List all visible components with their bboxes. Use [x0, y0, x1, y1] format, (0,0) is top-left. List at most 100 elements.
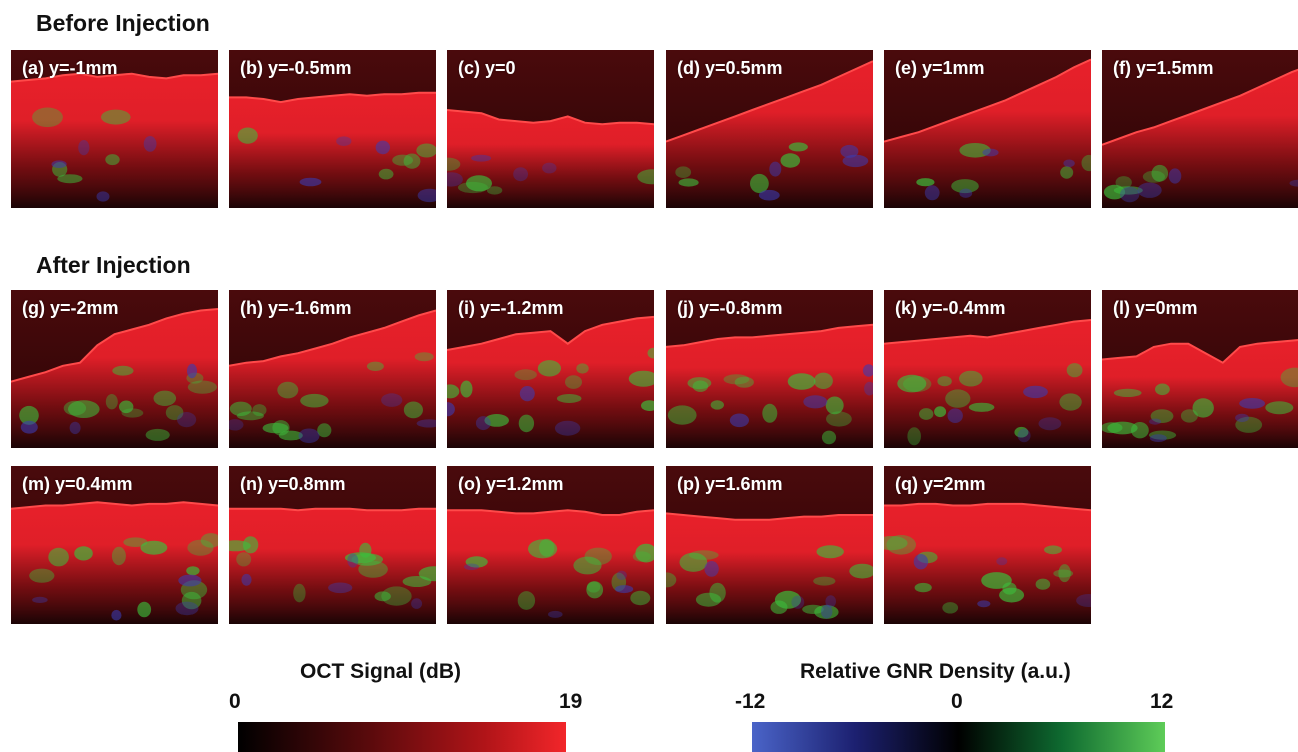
- oct-panel-e: (e) y=1mm: [884, 50, 1091, 208]
- gnr-positive-blob: [959, 370, 983, 387]
- gnr-positive-blob: [556, 394, 582, 403]
- gnr-positive-blob: [667, 405, 697, 425]
- oct-panel-b: (b) y=-0.5mm: [229, 50, 436, 208]
- gnr-positive-blob: [1180, 409, 1198, 423]
- gnr-positive-blob: [1035, 578, 1051, 590]
- tissue-region: [229, 310, 436, 448]
- gnr-positive-blob: [675, 166, 692, 178]
- tissue-region: [11, 502, 218, 624]
- panel-label: (g) y=-2mm: [22, 298, 119, 318]
- tissue-surface: [229, 309, 436, 367]
- gnr-positive-blob: [466, 175, 492, 192]
- gnr-positive-blob: [447, 157, 461, 171]
- gnr-negative-blob: [913, 554, 929, 570]
- gnr-positive-blob: [63, 400, 87, 416]
- gnr-positive-blob: [849, 563, 873, 579]
- gnr-negative-blob: [241, 573, 252, 586]
- gnr-positive-blob: [187, 539, 214, 556]
- gnr-negative-blob: [298, 428, 320, 444]
- gnr-positive-blob: [374, 591, 391, 602]
- tissue-region: [447, 510, 654, 624]
- gnr-positive-blob: [762, 403, 778, 423]
- gnr-positive-blob: [539, 538, 555, 557]
- gnr-positive-blob: [1265, 401, 1294, 415]
- gnr-positive-blob: [641, 400, 654, 411]
- gnr-negative-blob: [347, 553, 359, 568]
- panel-label: (i) y=-1.2mm: [458, 298, 564, 318]
- tissue-surface: [666, 512, 873, 521]
- gnr-positive-blob: [414, 352, 434, 362]
- gnr-positive-blob: [123, 537, 148, 547]
- gnr-positive-blob: [937, 376, 952, 387]
- gnr-negative-blob: [1038, 417, 1062, 431]
- tissue-surface: [229, 91, 436, 104]
- gnr-positive-blob: [518, 414, 535, 433]
- gnr-positive-blob: [825, 396, 844, 415]
- gnr-positive-blob: [942, 602, 959, 614]
- panel-label: (k) y=-0.4mm: [895, 298, 1006, 318]
- gnr-positive-blob: [787, 373, 816, 390]
- gnr-positive-blob: [934, 406, 947, 418]
- gnr-negative-blob: [1120, 186, 1140, 203]
- gnr-positive-blob: [112, 365, 134, 376]
- gnr-negative-blob: [554, 420, 581, 436]
- panel-label: (c) y=0: [458, 58, 516, 78]
- oct-colorbar-max-label: 19: [559, 690, 583, 713]
- gnr-positive-blob: [666, 572, 677, 588]
- gnr-positive-blob: [1066, 363, 1083, 378]
- gnr-positive-blob: [1060, 166, 1074, 179]
- gnr-negative-blob: [1063, 159, 1075, 168]
- tissue-region: [666, 324, 873, 448]
- panel-label: (j) y=-0.8mm: [677, 298, 783, 318]
- gnr-positive-blob: [903, 376, 932, 392]
- gnr-colorbar: [752, 722, 1165, 752]
- oct-panel-k: (k) y=-0.4mm: [884, 290, 1091, 448]
- gnr-positive-blob: [679, 552, 708, 572]
- gnr-positive-blob: [358, 560, 388, 578]
- tissue-surface: [229, 507, 436, 512]
- gnr-negative-blob: [175, 601, 199, 616]
- gnr-negative-blob: [513, 167, 528, 182]
- gnr-positive-blob: [1044, 545, 1062, 555]
- gnr-positive-blob: [734, 376, 754, 388]
- gnr-positive-blob: [1155, 383, 1170, 396]
- gnr-positive-blob: [262, 422, 289, 434]
- gnr-positive-blob: [392, 154, 413, 166]
- gnr-negative-blob: [1017, 428, 1031, 443]
- gnr-negative-blob: [20, 420, 38, 434]
- oct-panel-h: (h) y=-1.6mm: [229, 290, 436, 448]
- tissue-surface: [11, 308, 218, 383]
- panel-label: (p) y=1.6mm: [677, 474, 783, 494]
- oct-panel-m: (m) y=0.4mm: [11, 466, 218, 624]
- panel-label: (f) y=1.5mm: [1113, 58, 1214, 78]
- gnr-negative-blob: [825, 595, 836, 608]
- gnr-positive-blob: [1192, 398, 1214, 418]
- gnr-colorbar-title: Relative GNR Density (a.u.): [800, 660, 1071, 683]
- gnr-positive-blob: [695, 592, 722, 607]
- gnr-negative-blob: [803, 395, 828, 409]
- gnr-negative-blob: [519, 386, 535, 402]
- gnr-negative-blob: [417, 188, 436, 203]
- gnr-negative-blob: [51, 160, 67, 168]
- gnr-positive-blob: [628, 370, 654, 387]
- gnr-positive-blob: [886, 535, 916, 555]
- gnr-colorbar-min-label: -12: [735, 690, 766, 713]
- gnr-positive-blob: [153, 390, 177, 406]
- gnr-positive-blob: [968, 402, 995, 412]
- gnr-positive-blob: [416, 143, 436, 158]
- gnr-positive-blob: [770, 600, 788, 614]
- gnr-positive-blob: [884, 536, 908, 551]
- gnr-negative-blob: [548, 610, 563, 618]
- gnr-positive-blob: [586, 581, 601, 593]
- gnr-negative-blob: [959, 188, 973, 198]
- gnr-negative-blob: [381, 393, 403, 407]
- gnr-positive-blob: [486, 186, 503, 195]
- gnr-positive-blob: [916, 178, 935, 187]
- gnr-negative-blob: [758, 189, 780, 201]
- gnr-positive-blob: [826, 411, 852, 427]
- gnr-positive-blob: [181, 591, 202, 610]
- oct-panel-d: (d) y=0.5mm: [666, 50, 873, 208]
- gnr-positive-blob: [145, 428, 170, 441]
- gnr-positive-blob: [317, 423, 332, 438]
- tissue-region: [447, 316, 654, 448]
